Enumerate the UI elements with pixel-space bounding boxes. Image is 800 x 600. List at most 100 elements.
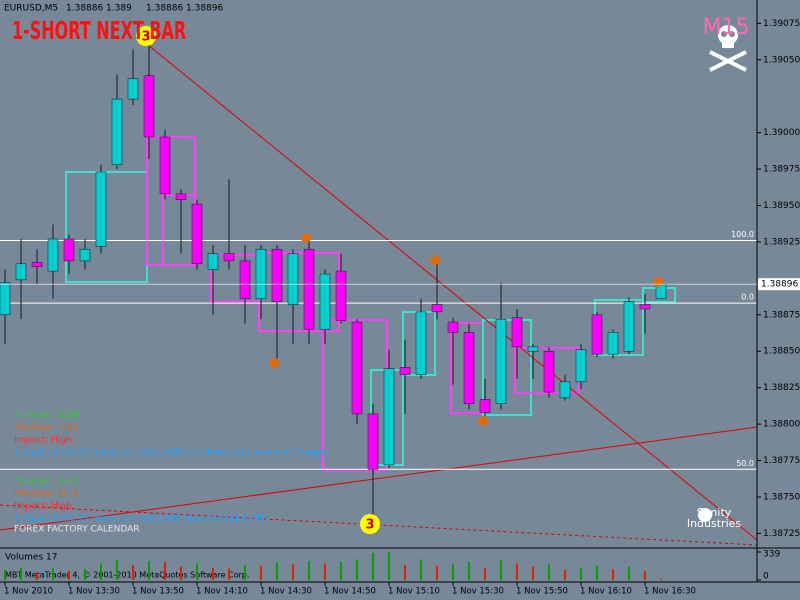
- volume-title: Volumes: [5, 553, 43, 563]
- candle-body: [607, 332, 619, 355]
- candle-body: [223, 253, 235, 262]
- candle-body: [207, 253, 219, 270]
- candle-body: [111, 98, 123, 165]
- candle-body: [335, 270, 347, 321]
- skull-icon: [709, 25, 747, 72]
- x-tick-label: 1 Nov 13:50: [132, 587, 184, 597]
- volume-tick-label: 0: [763, 572, 769, 582]
- candle-body: [559, 381, 571, 399]
- current-price-label: 1.38896: [761, 280, 798, 290]
- signal-marker-label: 3: [365, 518, 374, 533]
- x-tick-label: 1 Nov 2010: [4, 587, 53, 597]
- level-label: 100.0: [731, 230, 754, 239]
- candles: [0, 39, 667, 519]
- candle-body: [319, 273, 331, 330]
- news-panel: Forecast: 225K Previous: -39K Impact: High…: [14, 411, 327, 525]
- logo-line: Industries: [687, 517, 742, 530]
- news-line: Previous: -39K: [14, 423, 80, 433]
- candle-body: [47, 238, 59, 272]
- x-tick-label: 1 Nov 14:30: [260, 587, 312, 597]
- skull-eye: [729, 31, 735, 37]
- crossbone: [709, 50, 747, 72]
- candle-body: [447, 321, 459, 333]
- news-line: Forecast: 54.2: [14, 477, 78, 487]
- candle-body: [463, 332, 475, 404]
- candle-body: [623, 301, 635, 352]
- candle-body: [79, 248, 91, 262]
- candle-body: [0, 282, 11, 316]
- calendar-title: FOREX FACTORY CALENDAR: [14, 525, 140, 535]
- news-line: Impact: High: [14, 436, 72, 446]
- x-tick-label: 1 Nov 13:30: [68, 587, 120, 597]
- header-open: 1.38886: [66, 4, 103, 14]
- candle-body: [351, 321, 363, 415]
- fractal: [478, 416, 488, 426]
- skull-eye: [721, 31, 727, 37]
- symbol: EURUSD,M5: [4, 4, 58, 14]
- candle-body: [175, 193, 187, 200]
- candle-body: [511, 317, 523, 348]
- candle-body: [575, 349, 587, 383]
- signal-marker: [360, 514, 380, 534]
- volume-tick-label: 339: [763, 550, 780, 560]
- news-line: Forecast: 225K: [14, 411, 82, 421]
- candle-body: [159, 136, 171, 195]
- x-tick-label: 1 Nov 16:30: [644, 587, 696, 597]
- timeframe-badge: M15: [703, 15, 750, 40]
- candle-body: [431, 304, 443, 313]
- news-line: Impact: High: [14, 502, 72, 512]
- header-high: 1.389: [106, 4, 132, 14]
- candle-body: [191, 203, 203, 265]
- candle-body: [367, 413, 379, 470]
- level-label: 50.0: [736, 459, 754, 468]
- candle-body: [143, 75, 155, 138]
- candle-body: [639, 304, 651, 310]
- trend-line: [0, 426, 758, 531]
- signal-title: 1-SHORT NEXT BAR: [12, 17, 186, 46]
- logo-line: Sanity: [697, 506, 732, 519]
- y-tick-label: 1.38775: [763, 456, 800, 466]
- candle-body: [31, 262, 43, 267]
- candle-body: [127, 78, 139, 100]
- y-tick-label: 1.38950: [763, 201, 800, 211]
- candle-body: [495, 318, 507, 404]
- htf-box: [482, 319, 532, 416]
- y-tick-label: 1.38750: [763, 492, 800, 502]
- signal-marker: [136, 26, 156, 46]
- fractal: [269, 358, 279, 368]
- candle-body: [63, 238, 75, 262]
- candle-body: [383, 368, 395, 466]
- candle-body: [255, 248, 267, 300]
- y-tick-label: 1.38800: [763, 420, 800, 430]
- x-tick-label: 1 Nov 15:50: [516, 587, 568, 597]
- skull-jaw: [722, 40, 734, 48]
- fractal: [653, 277, 663, 287]
- fractal: [301, 233, 311, 243]
- footer: MBT MetaTrader 4, © 2001-2010 MetaQuotes…: [5, 571, 249, 580]
- header-close: 1.38896: [186, 4, 223, 14]
- candle-body: [15, 263, 27, 281]
- candle-body: [527, 346, 539, 352]
- candle-body: [303, 248, 315, 330]
- fractals: [269, 233, 663, 426]
- y-tick-label: 1.38825: [763, 383, 800, 393]
- candle-body: [95, 171, 107, 247]
- x-tick-label: 1 Nov 15:10: [388, 587, 440, 597]
- logo-skull: [698, 508, 712, 522]
- y-tick-label: 1.39075: [763, 19, 800, 29]
- y-tick-label: 1.38925: [763, 237, 800, 247]
- y-tick-label: 1.38725: [763, 529, 800, 539]
- y-tick-label: 1.39050: [763, 55, 800, 65]
- candle-body: [399, 367, 411, 375]
- level-label: 0.0: [741, 293, 754, 302]
- candle-body: [479, 399, 491, 413]
- news-line: Previous: 54.4: [14, 489, 78, 499]
- trend-line: [147, 44, 758, 541]
- x-tick-label: 1 Nov 15:30: [452, 587, 504, 597]
- news-line: 1 days 13 hrs 27 mins until USD: ADP Non…: [14, 448, 327, 458]
- y-tick-label: 1.38975: [763, 165, 800, 175]
- x-tick-label: 1 Nov 14:50: [324, 587, 376, 597]
- candle-body: [239, 260, 251, 300]
